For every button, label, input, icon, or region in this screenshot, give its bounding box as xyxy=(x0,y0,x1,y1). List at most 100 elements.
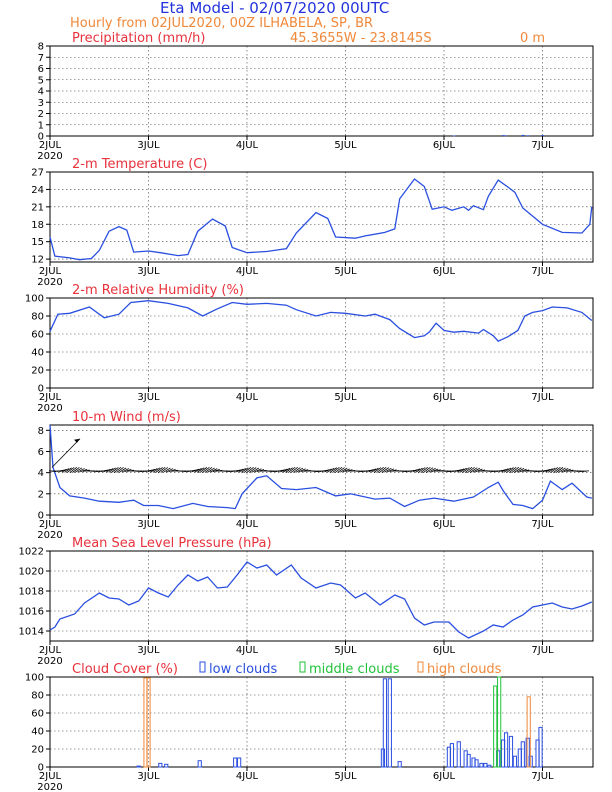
wind-arrow xyxy=(337,467,345,473)
cloud-bar xyxy=(237,757,242,768)
wind-arrow xyxy=(412,468,421,473)
wind-arrow xyxy=(59,468,67,473)
legend-swatch xyxy=(199,661,206,673)
y-tick-label: 15 xyxy=(31,237,44,248)
cloud-bar xyxy=(456,741,461,768)
location-coords: 45.3655W - 23.8145S xyxy=(290,31,432,46)
cloud-bar xyxy=(520,741,525,768)
wind-arrow xyxy=(519,468,527,473)
wind-arrow xyxy=(72,467,80,473)
wind-arrow xyxy=(69,466,78,473)
y-tick-label: 8 xyxy=(38,426,44,437)
x-tick-label: 7JUL xyxy=(531,392,554,403)
wind-arrow xyxy=(124,468,132,473)
wind-arrow xyxy=(431,468,439,473)
wind-arrow xyxy=(248,467,257,473)
chart-subtitle: Hourly from 02JUL2020, 00Z ILHABELA, SP,… xyxy=(70,16,373,31)
panel-title: 2-m Temperature (C) xyxy=(72,157,207,172)
wind-arrow xyxy=(542,469,551,473)
precip-bar xyxy=(504,135,507,137)
y-tick-label: 20 xyxy=(31,745,44,756)
x-tick-label: 7JUL xyxy=(531,519,554,530)
x-tick-label: 3JUL xyxy=(137,266,160,277)
cloud-bar xyxy=(146,677,151,768)
wind-arrow xyxy=(51,438,81,468)
wind-arrow xyxy=(277,469,285,472)
x-tick-label: 4JUL xyxy=(236,771,259,782)
wind-arrow xyxy=(301,469,309,473)
y-tick-label: 1022 xyxy=(19,547,44,558)
panel-wind: 0 2 4 6 8 2JUL 3JUL 4JUL 5JUL 6JUL 7JUL 2020 10-m Wi… xyxy=(37,410,594,541)
panel-title: 2-m Relative Humidity (%) xyxy=(72,283,244,298)
x-year-label: 2020 xyxy=(37,656,62,667)
panel-rh: 0 20 40 60 80 100 2JUL 3JUL 4JUL 5JUL 6JUL 7JUL 2020… xyxy=(25,283,594,414)
wind-arrow-head xyxy=(74,438,80,443)
wind-arrow xyxy=(410,469,418,473)
panel-mslp: 1014 1016 1018 1020 1022 2JUL 3JUL 4JUL 5JUL 6JUL… xyxy=(19,536,594,667)
y-tick-label: 5 xyxy=(38,75,44,86)
y-tick-label: 60 xyxy=(31,709,44,720)
panel-frame xyxy=(49,550,594,642)
y-tick-label: 24 xyxy=(31,185,44,196)
panel-frame xyxy=(49,171,594,263)
y-tick-label: 6 xyxy=(38,64,44,75)
wind-arrow xyxy=(381,467,390,473)
cloud-bar xyxy=(233,757,238,768)
wind-arrow xyxy=(324,468,332,473)
x-year-label: 2020 xyxy=(37,277,62,288)
x-tick-label: 6JUL xyxy=(433,519,456,530)
wind-arrow xyxy=(550,467,559,473)
x-tick-label: 3JUL xyxy=(137,645,160,656)
wind-arrow xyxy=(290,466,299,473)
x-tick-label: 2JUL xyxy=(39,266,62,277)
wind-arrow xyxy=(454,469,462,473)
cloud-bar xyxy=(474,759,479,768)
wind-arrow xyxy=(522,469,530,472)
wind-arrow xyxy=(501,468,509,473)
x-tick-label: 5JUL xyxy=(334,645,357,656)
wind-arrow xyxy=(212,469,220,473)
x-tick-label: 5JUL xyxy=(334,266,357,277)
wind-arrow xyxy=(339,467,348,473)
wind-arrow xyxy=(558,467,566,473)
x-tick-label: 2JUL xyxy=(39,140,62,151)
wind-arrow xyxy=(191,468,200,473)
wind-arrow xyxy=(389,469,397,472)
wind-arrow xyxy=(80,468,88,473)
cloud-bar xyxy=(136,765,141,768)
cloud-bar xyxy=(164,763,169,768)
y-tick-label: 40 xyxy=(31,727,44,738)
precip-bar xyxy=(452,135,456,137)
wind-arrow xyxy=(238,467,246,473)
wind-arrow xyxy=(196,467,205,473)
wind-arrow xyxy=(207,467,215,473)
y-tick-label: 0 xyxy=(38,384,44,395)
precip-bar xyxy=(541,135,544,136)
wind-arrow xyxy=(371,467,379,473)
cloud-bar xyxy=(387,678,392,768)
wind-arrow xyxy=(423,467,431,473)
precip-bar xyxy=(521,134,525,136)
x-tick-label: 3JUL xyxy=(137,140,160,151)
wind-arrow xyxy=(420,466,429,473)
x-tick-label: 4JUL xyxy=(236,519,259,530)
cloud-bar xyxy=(382,678,387,768)
x-tick-label: 7JUL xyxy=(531,645,554,656)
wind-arrow xyxy=(204,467,213,473)
x-tick-label: 5JUL xyxy=(334,392,357,403)
mslp-line xyxy=(49,561,593,639)
x-tick-label: 6JUL xyxy=(433,392,456,403)
wind-arrow xyxy=(475,468,483,473)
legend-label: high clouds xyxy=(427,662,502,677)
wind-arrow xyxy=(384,467,392,473)
wind-arrow xyxy=(321,469,330,472)
wind-arrow xyxy=(280,468,288,473)
wind-arrow xyxy=(508,466,517,473)
cloud-bar xyxy=(197,760,202,768)
wind-arrow xyxy=(282,467,291,473)
wind-arrow xyxy=(329,467,338,473)
wind-arrow xyxy=(254,468,262,473)
wind-arrow xyxy=(118,467,127,473)
